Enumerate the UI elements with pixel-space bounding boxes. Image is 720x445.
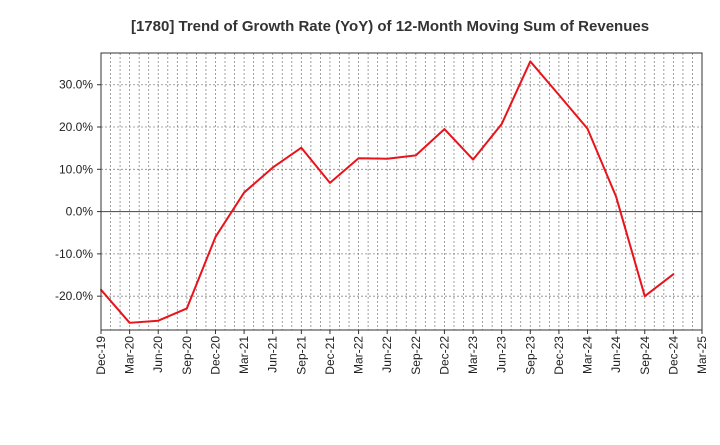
x-tick-label: Jun-24 — [609, 336, 623, 373]
x-tick-label: Sep-24 — [638, 336, 652, 375]
y-tick-label: 30.0% — [59, 78, 93, 92]
x-tick-label: Dec-20 — [208, 336, 222, 375]
chart-title: [1780] Trend of Growth Rate (YoY) of 12-… — [131, 18, 649, 35]
y-axis-ticks: -20.0% -10.0% 0.0% 10.0% 20.0% 30.0% — [55, 78, 101, 303]
x-tick-label: Jun-21 — [266, 336, 280, 373]
series-line — [100, 60, 675, 324]
x-tick-label: Dec-19 — [94, 336, 108, 375]
x-tick-label: Mar-24 — [581, 336, 595, 374]
x-tick-label: Dec-21 — [323, 336, 337, 375]
x-tick-label: Dec-24 — [666, 336, 680, 375]
x-tick-label: Sep-20 — [180, 336, 194, 375]
x-tick-label: Jun-20 — [151, 336, 165, 373]
y-tick-label: -10.0% — [55, 247, 93, 261]
x-tick-label: Mar-21 — [237, 336, 251, 374]
x-tick-label: Dec-23 — [552, 336, 566, 375]
x-tick-label: Jun-22 — [380, 336, 394, 373]
x-axis-ticks: Dec-19 Mar-20 Jun-20 Sep-20 Dec-20 Mar-21 Jun-… — [94, 330, 709, 375]
x-tick-label: Jun-23 — [495, 336, 509, 373]
y-tick-label: 20.0% — [59, 120, 93, 134]
x-tick-label: Mar-23 — [466, 336, 480, 374]
series-layer — [100, 60, 675, 324]
x-tick-label: Sep-22 — [409, 336, 423, 375]
x-tick-label: Mar-22 — [352, 336, 366, 374]
plot-frame — [100, 52, 703, 331]
x-tick-label: Sep-23 — [523, 336, 537, 375]
x-tick-label: Mar-20 — [123, 336, 137, 374]
y-tick-label: 10.0% — [59, 162, 93, 176]
grid-layer — [101, 53, 702, 330]
x-tick-label: Dec-22 — [437, 336, 451, 375]
x-tick-label: Sep-21 — [294, 336, 308, 375]
x-tick-label: Mar-25 — [695, 336, 709, 374]
y-tick-label: 0.0% — [66, 205, 94, 219]
y-tick-label: -20.0% — [55, 289, 93, 303]
